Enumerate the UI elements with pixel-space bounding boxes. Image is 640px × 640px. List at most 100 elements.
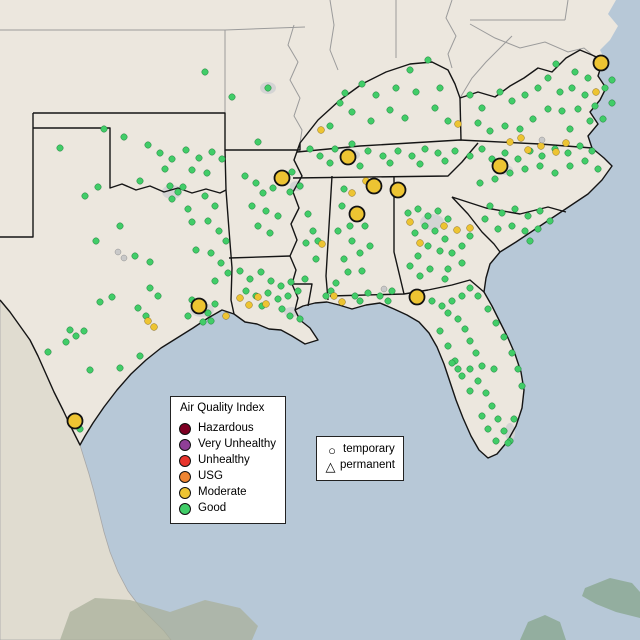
aqi-station-good [524,212,532,220]
aqi-station-good [454,315,462,323]
aqi-station-good [474,292,482,300]
aqi-station-good [491,175,499,183]
aqi-station-good [591,102,599,110]
aqi-station-good [242,287,250,295]
aqi-station-good [136,352,144,360]
aqi-station-good [312,255,320,263]
aqi-station-good [224,269,232,277]
aqi-station-good [526,237,534,245]
aqi-station-good [481,215,489,223]
aqi-station-good [498,209,506,217]
aqi-station-good [348,108,356,116]
aqi-station-temporary-moderate [592,54,610,72]
aqi-station-good [120,133,128,141]
aqi-station-good [599,115,607,123]
aqi-station-good [441,275,449,283]
aqi-station-moderate [562,139,570,147]
aqi-station-temporary-moderate [408,288,426,306]
aqi-station-good [254,138,262,146]
aqi-station-good [466,337,474,345]
aqi-station-good [356,162,364,170]
aqi-station-good [458,259,466,267]
aqi-station-moderate [245,301,253,309]
aqi-station-good [466,365,474,373]
aqi-station-moderate [236,294,244,302]
station-type-item: △ permanent [325,458,396,474]
aqi-station-temporary-moderate [190,297,208,315]
aqi-station-good [116,222,124,230]
aqi-station-good [203,169,211,177]
aqi-station-good [551,169,559,177]
aqi-station-good [492,319,500,327]
aqi-station-good [348,237,356,245]
aqi-station-good [492,437,500,445]
aqi-station-good [322,292,330,300]
aqi-station-moderate [348,189,356,197]
yucatan-tip [520,615,566,640]
aqi-station-good [264,289,272,297]
aqi-station-good [286,312,294,320]
aqi-station-moderate [592,88,600,96]
aqi-legend-item: Good [179,501,277,517]
aqi-station-good [466,152,474,160]
aqi-station-no-data [120,254,128,262]
aqi-station-good [544,105,552,113]
aqi-station-good [508,349,516,357]
aqi-station-good [208,148,216,156]
aqi-station-moderate [318,240,326,248]
aqi-station-good [188,218,196,226]
aqi-station-good [372,91,380,99]
aqi-station-good [466,91,474,99]
aqi-station-temporary-moderate [365,177,383,195]
aqi-station-good [246,275,254,283]
aqi-station-good [506,169,514,177]
aqi-station-good [424,212,432,220]
station-type-label: permanent [340,459,395,472]
aqi-station-good [496,88,504,96]
aqi-station-good [448,297,456,305]
aqi-station-good [215,227,223,235]
aqi-station-good [544,74,552,82]
aqi-station-good [346,222,354,230]
aqi-station-good [100,125,108,133]
aqi-legend-label: Good [198,501,227,514]
aqi-station-good [166,182,174,190]
aqi-station-no-data [114,248,122,256]
aqi-station-good [334,227,342,235]
aqi-station-good [404,209,412,217]
aqi-station-good [490,365,498,373]
aqi-station-good [182,146,190,154]
aqi-legend: Air Quality Index Hazardous Very Unhealth… [170,396,286,524]
aqi-station-moderate [150,323,158,331]
aqi-station-good [608,76,616,84]
circle-symbol-icon: ○ [328,442,336,458]
aqi-station-good [356,297,364,305]
aqi-station-good [92,237,100,245]
aqi-station-good [211,277,219,285]
state-borders-gray [0,0,597,144]
aqi-station-good [488,402,496,410]
aqi-station-good [56,144,64,152]
aqi-station-good [510,415,518,423]
aqi-station-good [571,68,579,76]
aqi-station-good [262,207,270,215]
aqi-legend-item: Moderate [179,485,277,501]
aqi-station-good [501,149,509,157]
aqi-station-good [461,325,469,333]
aqi-station-good [131,252,139,260]
aqi-station-good [116,364,124,372]
aqi-station-good [441,157,449,165]
aqi-station-good [434,149,442,157]
aqi-station-good [588,147,596,155]
aqi-station-good [474,119,482,127]
aqi-station-good [154,292,162,300]
aqi-color-swatch [179,486,191,499]
aqi-station-good [552,60,560,68]
aqi-station-moderate [222,312,230,320]
aqi-station-good [576,142,584,150]
aqi-station-moderate [262,300,270,308]
aqi-station-good [466,387,474,395]
aqi-station-good [316,152,324,160]
aqi-station-good [426,265,434,273]
aqi-station-good [66,326,74,334]
